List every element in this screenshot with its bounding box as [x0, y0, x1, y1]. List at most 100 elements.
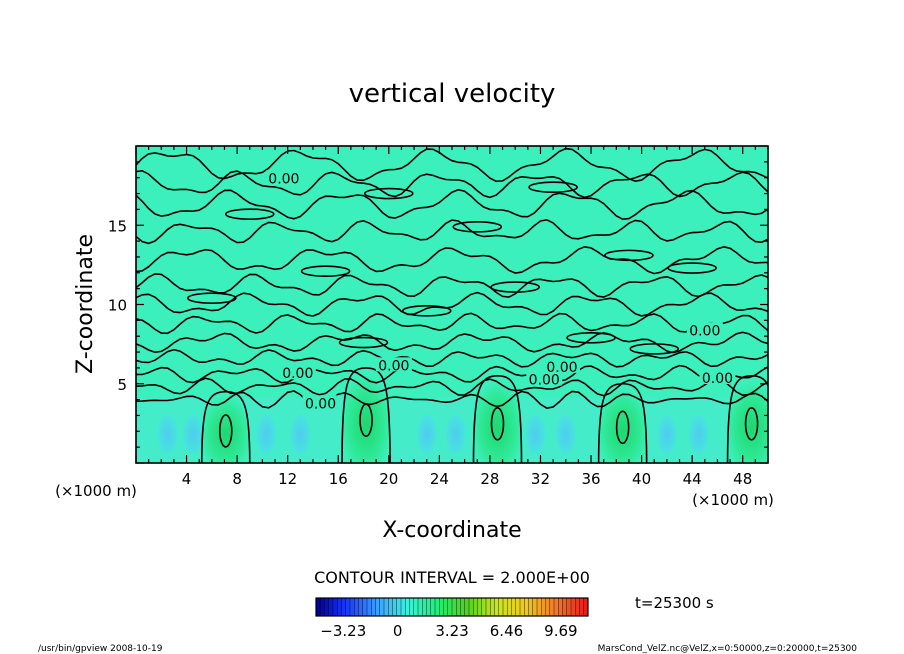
updraft-plume: [342, 367, 391, 463]
colorbar-swatch: [537, 598, 542, 616]
colorbar-swatch: [532, 598, 538, 616]
colorbar-swatch: [379, 598, 385, 616]
updraft-plume: [727, 375, 768, 463]
colorbar-swatch: [341, 598, 347, 616]
contour-interval-text: CONTOUR INTERVAL = 2.000E+00: [314, 568, 590, 587]
x-tick-label: 24: [430, 470, 449, 488]
contour-island: [528, 181, 578, 194]
zero-contour-line: [136, 312, 768, 335]
colorbar-swatch: [486, 598, 491, 616]
colorbar-swatch: [473, 598, 478, 616]
colorbar-swatch: [392, 598, 398, 616]
colorbar-swatch: [566, 598, 572, 616]
contour-island: [604, 249, 654, 262]
contour-island: [300, 265, 351, 278]
contour-label-bg: [526, 371, 563, 386]
x-tick-label: 40: [632, 470, 651, 488]
colorbar-swatch: [350, 598, 355, 616]
colorbar-swatch: [528, 598, 534, 616]
updraft-core-contour: [218, 414, 233, 448]
colorbar-swatch: [320, 598, 325, 616]
contour-island: [490, 281, 541, 293]
contour-label-bg: [279, 365, 316, 380]
colorbar-swatch: [579, 598, 585, 616]
colorbar-swatch: [558, 598, 563, 616]
colorbar-swatch: [452, 598, 457, 616]
x-tick-label: 16: [329, 470, 348, 488]
contour-label-bg: [302, 395, 339, 410]
contour-label: 0.00: [546, 360, 577, 376]
colorbar-swatch: [460, 598, 466, 616]
colorbar-swatch: [541, 598, 546, 616]
colorbar-swatch: [384, 598, 389, 616]
footer-right: MarsCond_VelZ.nc@VelZ,x=0:50000,z=0:2000…: [598, 644, 858, 654]
y-tick-label: 5: [117, 376, 127, 394]
colorbar-swatch: [583, 598, 589, 616]
contour-island: [187, 292, 237, 304]
colorbar-swatch: [494, 598, 500, 616]
x-unit-left: (×1000 m): [55, 482, 137, 500]
colorbar-swatch: [562, 598, 568, 616]
downdraft-patch: [256, 414, 277, 455]
colorbar-swatch: [328, 598, 334, 616]
colorbar-swatch: [337, 598, 342, 616]
colorbar-swatch: [498, 598, 504, 616]
plot-area: 0.000.000.000.000.000.000.000.00: [136, 146, 768, 463]
updraft-plume: [598, 383, 647, 463]
colorbar-swatch: [464, 598, 470, 616]
zero-contour-line: [136, 273, 768, 298]
downdraft-patch: [688, 414, 709, 455]
colorbar-swatch: [396, 598, 402, 616]
downdraft-patch: [445, 414, 466, 455]
x-tick-label: 4: [182, 470, 192, 488]
colorbar-swatch: [371, 598, 376, 616]
colorbar-swatch: [409, 598, 415, 616]
colorbar-swatch: [418, 598, 423, 616]
colorbar-swatch: [549, 598, 555, 616]
downdraft-patch: [656, 414, 677, 455]
contour-island: [629, 343, 680, 355]
updraft-plume: [201, 391, 250, 463]
contour-island: [566, 331, 616, 344]
zero-contour-line: [136, 348, 768, 368]
x-tick-label: 8: [232, 470, 242, 488]
colorbar-swatch: [520, 598, 525, 616]
contour-island: [401, 305, 452, 317]
colorbar-swatch: [439, 598, 444, 616]
colorbar-swatch: [490, 598, 495, 616]
downdraft-patch: [525, 414, 546, 455]
zero-contour-line: [136, 169, 768, 199]
x-tick-label: 20: [379, 470, 398, 488]
colorbar-swatch: [430, 598, 436, 616]
contour-island: [224, 208, 275, 220]
zero-contour-line: [136, 364, 768, 384]
contour-island: [363, 187, 414, 200]
contour-label-bg: [265, 170, 302, 185]
zero-contour-line: [136, 291, 768, 317]
x-tick-label: 32: [531, 470, 550, 488]
downdraft-patch: [182, 414, 203, 455]
colorbar-swatch: [447, 598, 453, 616]
colorbar-swatch: [422, 598, 427, 616]
colorbar-swatch: [524, 598, 529, 616]
colorbar-swatch: [405, 598, 410, 616]
zero-contour-line: [136, 245, 768, 275]
downdraft-patch: [157, 414, 178, 455]
colorbar-swatch: [575, 598, 580, 616]
colorbar-label: 9.69: [544, 622, 577, 640]
x-axis-label: X-coordinate: [382, 518, 521, 543]
zero-contour-line: [136, 331, 768, 354]
contour-label: 0.00: [702, 371, 733, 387]
updraft-contour: [341, 367, 391, 463]
colorbar-swatch: [345, 598, 351, 616]
colorbar-swatch: [507, 598, 512, 616]
colorbar-swatch: [401, 598, 406, 616]
contour-label: 0.00: [378, 358, 409, 374]
time-label: t=25300 s: [635, 594, 714, 612]
colorbar-swatch: [367, 598, 372, 616]
zero-contour-line: [136, 218, 768, 245]
contour-label: 0.00: [689, 323, 720, 339]
zero-contour-line: [136, 377, 768, 397]
downdraft-patch: [555, 414, 576, 455]
